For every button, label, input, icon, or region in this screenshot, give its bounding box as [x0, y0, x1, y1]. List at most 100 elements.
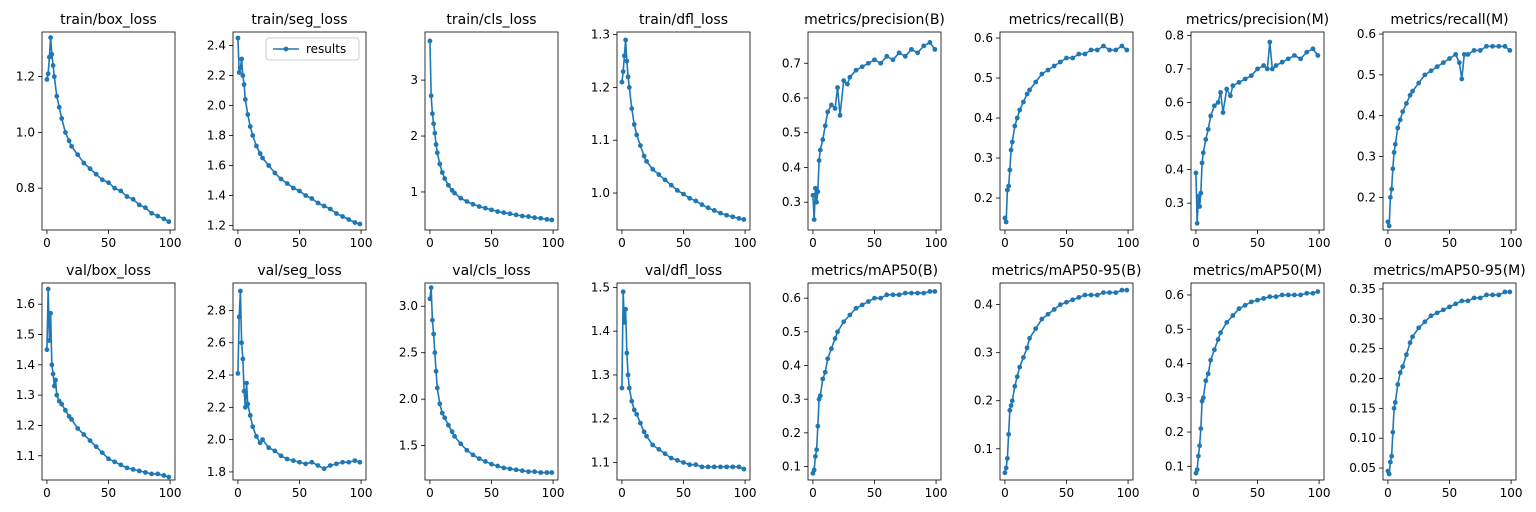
chart-panel: metrics/mAP50(B) 0 50 100 0.1 0.2 0.3 0.4 0.5 0.6 — [782, 263, 948, 500]
y-tick-label: 0.2 — [1165, 425, 1184, 439]
data-point — [812, 454, 818, 459]
data-point — [1471, 47, 1477, 53]
data-point — [1285, 292, 1291, 298]
y-tick-label: 0.10 — [1349, 431, 1376, 445]
data-point — [1003, 219, 1009, 225]
data-point — [247, 124, 253, 129]
data-point — [878, 60, 884, 66]
chart-panel: metrics/recall(M) 0 50 100 0.2 0.3 0.4 0.5 0.6 — [1357, 12, 1523, 250]
data-point — [1389, 453, 1395, 459]
x-tick-label: 100 — [1500, 236, 1523, 250]
y-tick-label: 0.1 — [782, 460, 801, 474]
data-point — [687, 462, 693, 468]
data-point — [624, 350, 630, 356]
data-point — [507, 211, 513, 217]
data-point — [1021, 355, 1026, 360]
y-tick-label: 0.5 — [974, 71, 993, 85]
y-tick-label: 1 — [410, 185, 418, 199]
y-tick-label: 2.5 — [399, 346, 418, 360]
data-point — [442, 176, 448, 181]
data-point — [1397, 117, 1403, 123]
data-point — [1017, 364, 1023, 370]
data-point — [449, 429, 455, 435]
plot-frame — [41, 31, 176, 231]
plot-frame — [1190, 31, 1325, 231]
y-tick-label: 3.0 — [399, 299, 418, 313]
y-tick-label: 0.2 — [1357, 190, 1376, 204]
data-point — [815, 423, 821, 429]
data-point — [69, 143, 74, 149]
y-tick-label: 0.5 — [1165, 322, 1184, 336]
data-point — [1064, 299, 1069, 305]
plot-frame — [616, 282, 751, 481]
data-point — [878, 295, 884, 301]
plot-frame — [41, 282, 176, 481]
x-tick-label: 0 — [1192, 236, 1200, 250]
plot-frame — [616, 31, 751, 231]
data-point — [1267, 39, 1273, 45]
data-point — [272, 170, 278, 176]
data-point — [1007, 167, 1013, 173]
data-point — [544, 216, 550, 222]
data-point — [1273, 63, 1279, 68]
data-point — [1064, 55, 1069, 61]
data-point — [1453, 52, 1459, 57]
data-point — [1404, 352, 1409, 358]
data-point — [644, 158, 649, 164]
data-point — [1387, 459, 1393, 465]
data-point — [1070, 55, 1076, 61]
series-line — [1004, 45, 1128, 223]
data-point — [245, 112, 251, 117]
data-point — [340, 459, 345, 465]
data-point — [315, 200, 321, 206]
data-point — [817, 393, 823, 399]
y-tick-label: 1.3 — [591, 368, 610, 382]
data-point — [1310, 290, 1316, 296]
data-point — [624, 58, 630, 64]
chart-panel: val/dfl_loss 0 50 100 1.1 1.2 1.3 1.4 1.5 — [591, 263, 757, 500]
data-point — [1387, 194, 1393, 200]
chart-panel: metrics/mAP50(M) 0 50 100 0.1 0.2 0.3 0.4 0.5 0.6 — [1165, 263, 1331, 500]
data-point — [1194, 220, 1200, 226]
data-point — [1014, 374, 1020, 380]
data-point — [1113, 290, 1119, 296]
data-point — [1236, 79, 1242, 85]
plot-frame — [1190, 282, 1325, 481]
y-tick-label: 1.4 — [207, 189, 226, 203]
data-point — [810, 192, 816, 198]
data-point — [822, 123, 828, 129]
data-point — [470, 452, 476, 458]
y-tick-label: 0.2 — [974, 394, 993, 408]
data-point — [432, 130, 438, 136]
data-point — [1304, 49, 1310, 55]
y-tick-label: 0.3 — [1357, 150, 1376, 164]
y-tick-label: 0.6 — [782, 91, 801, 105]
data-point — [93, 171, 99, 177]
y-tick-label: 0.3 — [974, 346, 993, 360]
data-point — [845, 81, 850, 87]
data-point — [820, 137, 826, 143]
data-point — [872, 295, 877, 301]
data-point — [693, 462, 699, 468]
y-tick-label: 2.6 — [207, 336, 226, 350]
data-point — [53, 377, 58, 383]
data-point — [656, 172, 662, 177]
data-point — [49, 51, 55, 57]
y-tick-label: 0.15 — [1349, 401, 1376, 415]
data-point — [1453, 301, 1459, 307]
x-tick-label: 100 — [542, 486, 565, 500]
x-tick-label: 50 — [292, 236, 307, 250]
data-point — [124, 194, 130, 199]
data-point — [681, 191, 686, 197]
data-point — [143, 470, 148, 475]
data-point — [93, 444, 99, 450]
x-tick-label: 100 — [1308, 236, 1331, 250]
data-point — [1285, 56, 1291, 62]
data-point — [237, 288, 243, 294]
data-point — [724, 464, 729, 470]
data-point — [656, 446, 662, 452]
data-point — [254, 434, 259, 439]
data-point — [250, 424, 256, 430]
data-point — [303, 461, 309, 467]
data-point — [641, 153, 647, 159]
